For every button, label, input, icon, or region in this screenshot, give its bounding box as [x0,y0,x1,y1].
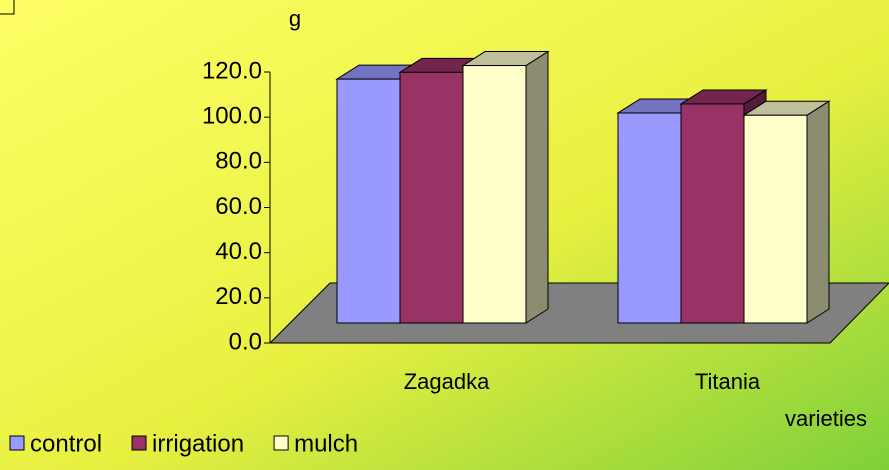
bar [680,103,745,324]
y-tick-label: 60.0 [215,193,262,220]
y-tick-label: 40.0 [215,238,262,265]
bar-side [525,50,549,324]
bar [399,71,464,324]
legend-label: irrigation [152,430,244,457]
legend-label: control [30,430,102,457]
legend-swatch [273,435,289,451]
y-axis-title: g [289,6,301,31]
bar [617,112,682,324]
x-axis-title: varieties [785,406,867,431]
bar-side [806,100,830,324]
y-tick-label: 0.0 [229,328,262,355]
x-tick-label: Zagadka [404,369,490,394]
y-tick-label: 100.0 [202,103,262,130]
bar [336,78,401,324]
corner [0,0,15,15]
y-tick-label: 20.0 [215,283,262,310]
x-tick-label: Titania [695,369,761,394]
bar [743,114,808,324]
y-tick-label: 120.0 [202,57,262,84]
legend-swatch [131,435,147,451]
y-tick-label: 80.0 [215,148,262,175]
bar [462,65,527,324]
legend-swatch [9,435,25,451]
legend-label: mulch [294,430,358,457]
